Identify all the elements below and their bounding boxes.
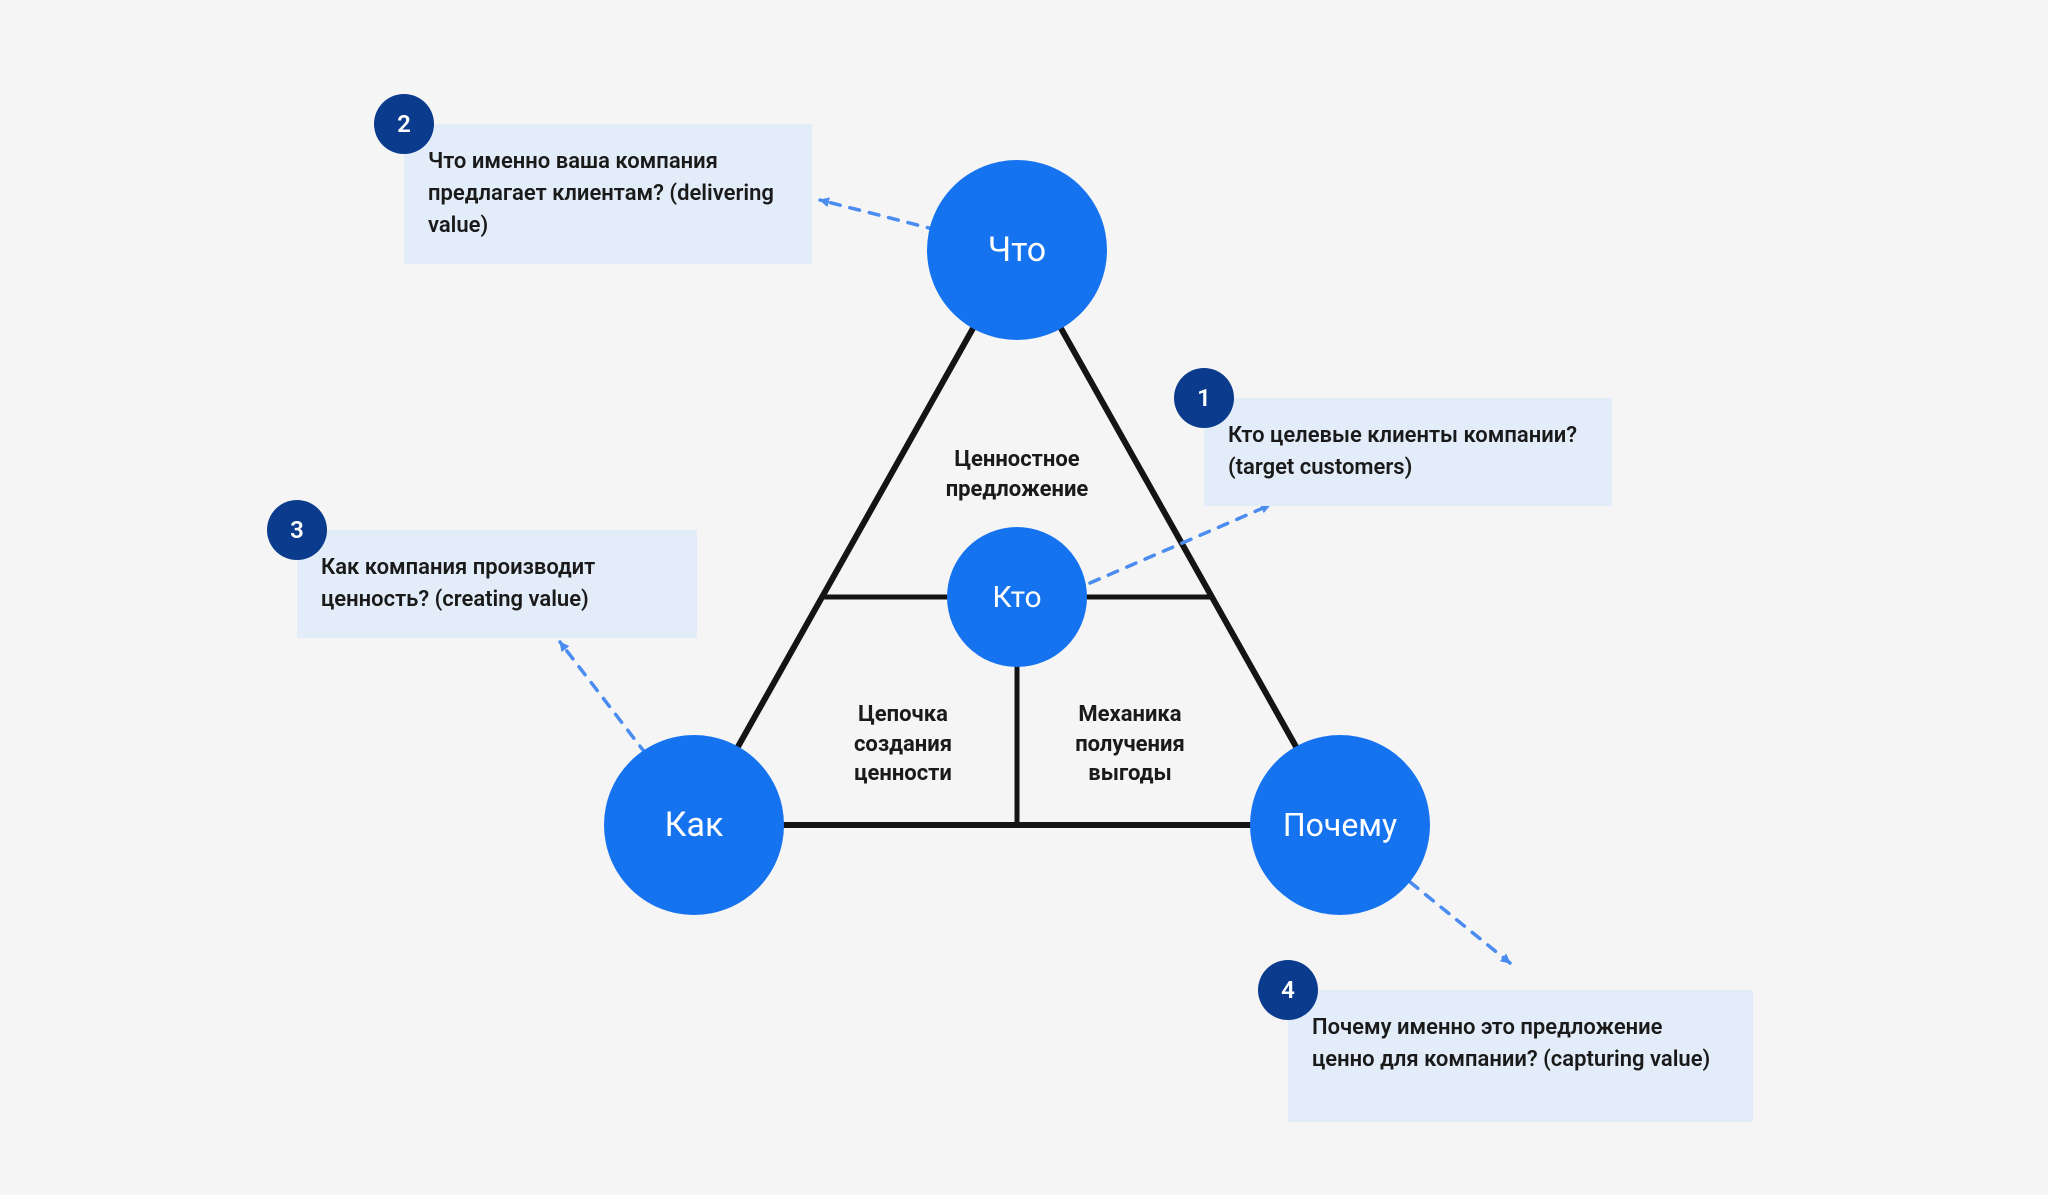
callout-box-4: Почему именно это предложение ценно для …: [1288, 990, 1753, 1122]
node-label: Что: [988, 230, 1046, 270]
callout-badge-4: 4: [1258, 960, 1318, 1020]
inner-label-value-chain: Цепочка создания ценности: [783, 700, 1023, 789]
inner-label-line: Цепочка: [858, 702, 948, 727]
callout-badge-1: 1: [1174, 368, 1234, 428]
callout-box-2: Что именно ваша компания предлагает клие…: [404, 124, 812, 264]
callout-box-3: Как компания производит ценность? (creat…: [297, 530, 697, 638]
inner-label-line: ценности: [854, 761, 952, 786]
badge-number: 1: [1197, 384, 1211, 412]
node-why: Почему: [1250, 735, 1430, 915]
inner-label-value-proposition: Ценностное предложение: [897, 445, 1137, 504]
callout-text: Как компания производит ценность? (creat…: [321, 555, 595, 612]
callout-badge-2: 2: [374, 94, 434, 154]
inner-label-line: создания: [854, 732, 952, 757]
callout-badge-3: 3: [267, 500, 327, 560]
badge-number: 3: [290, 516, 304, 544]
inner-label-line: Ценностное: [954, 447, 1079, 472]
callout-text: Что именно ваша компания предлагает клие…: [428, 149, 774, 238]
node-what: Что: [927, 160, 1107, 340]
node-how: Как: [604, 735, 784, 915]
node-label: Почему: [1283, 806, 1397, 844]
callout-text: Почему именно это предложение ценно для …: [1312, 1015, 1710, 1072]
diagram-stage: Ценностное предложение Цепочка создания …: [0, 0, 2048, 1195]
badge-number: 4: [1281, 976, 1295, 1004]
callout-box-1: Кто целевые клиенты компании? (target cu…: [1204, 398, 1612, 506]
callout-text: Кто целевые клиенты компании? (target cu…: [1228, 423, 1577, 480]
badge-number: 2: [397, 110, 411, 138]
inner-label-profit-mechanics: Механика получения выгоды: [1010, 700, 1250, 789]
node-label: Как: [665, 805, 724, 845]
inner-label-line: предложение: [946, 477, 1089, 502]
inner-label-line: Механика: [1078, 702, 1181, 727]
inner-label-line: выгоды: [1088, 761, 1171, 786]
inner-label-line: получения: [1075, 732, 1185, 757]
node-label: Кто: [992, 580, 1041, 615]
node-who: Кто: [947, 527, 1087, 667]
